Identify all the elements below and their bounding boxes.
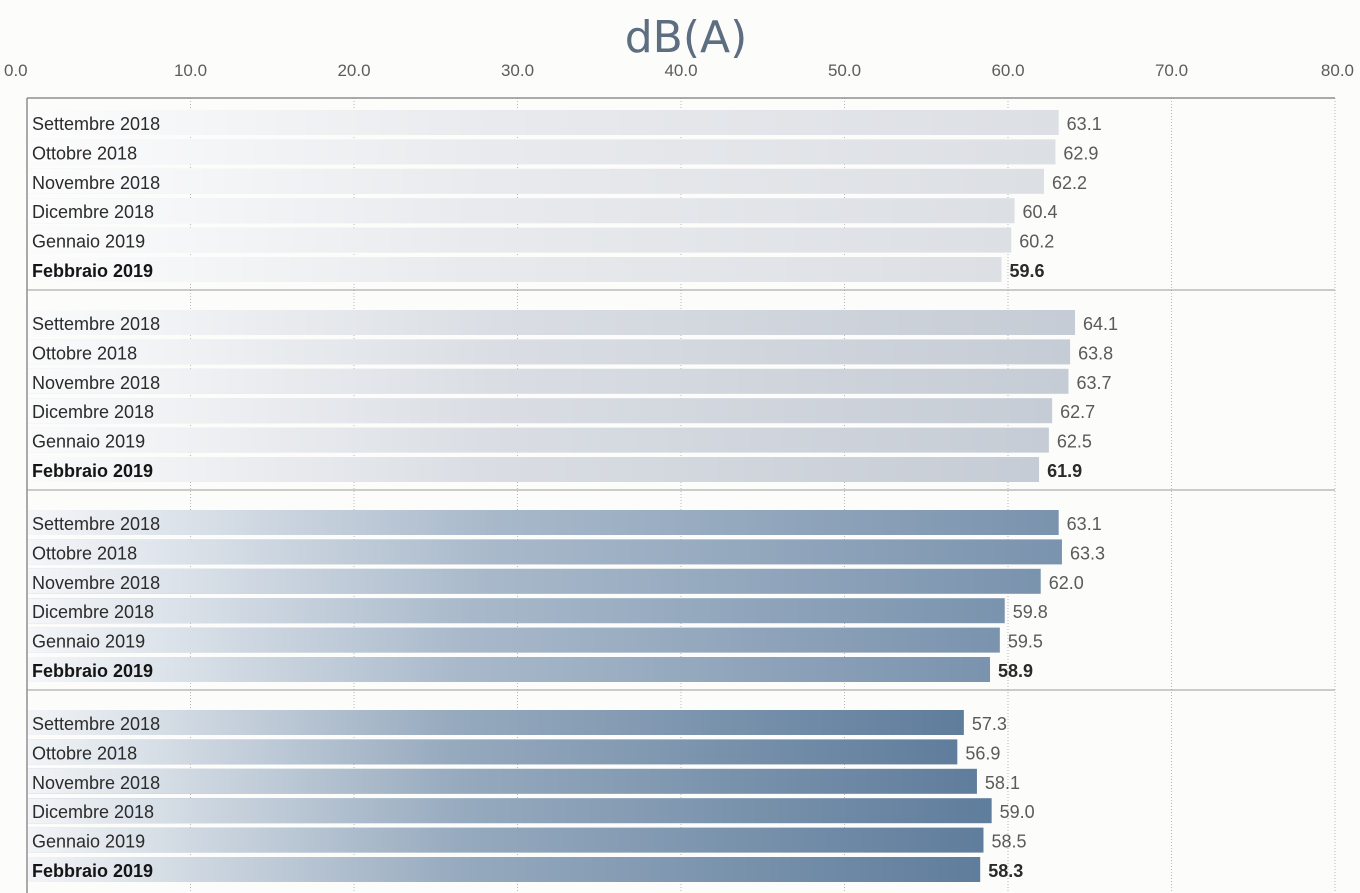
bar-fade xyxy=(28,257,1001,282)
category-label: Dicembre 2018 xyxy=(32,802,154,822)
category-label: Ottobre 2018 xyxy=(32,743,137,763)
value-label: 62.7 xyxy=(1060,402,1095,422)
bar-fade xyxy=(28,369,1068,394)
category-label: Dicembre 2018 xyxy=(32,202,154,222)
category-label: Settembre 2018 xyxy=(32,114,160,134)
value-label: 60.2 xyxy=(1019,232,1054,252)
value-label: 63.3 xyxy=(1070,543,1105,563)
value-label: 64.1 xyxy=(1083,314,1118,334)
value-label: 63.1 xyxy=(1067,514,1102,534)
category-label: Dicembre 2018 xyxy=(32,602,154,622)
category-label: Febbraio 2019 xyxy=(32,661,153,681)
bar-fade xyxy=(28,110,1059,135)
x-tick-label: 70.0 xyxy=(1155,61,1188,80)
bar-fade xyxy=(28,598,1005,623)
bar-fade xyxy=(28,569,1041,594)
x-tick-label: 0.0 xyxy=(4,61,28,80)
value-label: 62.0 xyxy=(1049,573,1084,593)
value-label: 63.7 xyxy=(1076,373,1111,393)
category-label: Ottobre 2018 xyxy=(32,543,137,563)
value-label: 63.8 xyxy=(1078,343,1113,363)
bar-fade xyxy=(28,510,1059,535)
bar-fade xyxy=(28,398,1052,423)
bar-fade xyxy=(28,769,977,794)
category-label: Gennaio 2019 xyxy=(32,832,145,852)
category-label: Febbraio 2019 xyxy=(32,861,153,881)
category-label: Febbraio 2019 xyxy=(32,461,153,481)
x-tick-label: 40.0 xyxy=(664,61,697,80)
x-tick-label: 30.0 xyxy=(501,61,534,80)
category-label: Settembre 2018 xyxy=(32,714,160,734)
value-label: 62.9 xyxy=(1063,143,1098,163)
bar-fade xyxy=(28,169,1044,194)
value-label: 56.9 xyxy=(965,743,1000,763)
bar-fade xyxy=(28,457,1039,482)
value-label: 61.9 xyxy=(1047,461,1082,481)
category-label: Novembre 2018 xyxy=(32,373,160,393)
bar-fade xyxy=(28,228,1011,253)
category-label: Settembre 2018 xyxy=(32,514,160,534)
category-label: Novembre 2018 xyxy=(32,573,160,593)
bar-fade xyxy=(28,628,1000,653)
value-label: 62.2 xyxy=(1052,173,1087,193)
bar-fade xyxy=(28,539,1062,564)
category-label: Gennaio 2019 xyxy=(32,632,145,652)
category-label: Febbraio 2019 xyxy=(32,261,153,281)
bar-fade xyxy=(28,857,980,882)
bar-fade xyxy=(28,310,1075,335)
x-tick-label: 60.0 xyxy=(991,61,1024,80)
value-label: 58.9 xyxy=(998,661,1033,681)
value-label: 63.1 xyxy=(1067,114,1102,134)
value-label: 59.0 xyxy=(1000,802,1035,822)
bar-fade xyxy=(28,139,1055,164)
bar-fade xyxy=(28,739,957,764)
category-label: Dicembre 2018 xyxy=(32,402,154,422)
value-label: 57.3 xyxy=(972,714,1007,734)
bar-fade xyxy=(28,339,1070,364)
value-label: 58.3 xyxy=(988,861,1023,881)
category-label: Gennaio 2019 xyxy=(32,232,145,252)
category-label: Ottobre 2018 xyxy=(32,343,137,363)
category-label: Settembre 2018 xyxy=(32,314,160,334)
x-tick-label: 50.0 xyxy=(828,61,861,80)
value-label: 60.4 xyxy=(1023,202,1058,222)
bar-fade xyxy=(28,428,1049,453)
bar-fade xyxy=(28,798,992,823)
bar-fade xyxy=(28,710,964,735)
bar-fade xyxy=(28,657,990,682)
category-label: Ottobre 2018 xyxy=(32,143,137,163)
value-label: 59.6 xyxy=(1009,261,1044,281)
x-tick-label: 80.0 xyxy=(1321,61,1354,80)
value-label: 59.5 xyxy=(1008,632,1043,652)
category-label: Novembre 2018 xyxy=(32,173,160,193)
category-label: Novembre 2018 xyxy=(32,773,160,793)
bar-fade xyxy=(28,828,983,853)
chart-title: dB(A) xyxy=(625,12,748,63)
x-tick-label: 20.0 xyxy=(337,61,370,80)
bar-fade xyxy=(28,198,1015,223)
value-label: 62.5 xyxy=(1057,432,1092,452)
value-label: 58.5 xyxy=(991,832,1026,852)
x-tick-label: 10.0 xyxy=(174,61,207,80)
category-label: Gennaio 2019 xyxy=(32,432,145,452)
value-label: 59.8 xyxy=(1013,602,1048,622)
value-label: 58.1 xyxy=(985,773,1020,793)
